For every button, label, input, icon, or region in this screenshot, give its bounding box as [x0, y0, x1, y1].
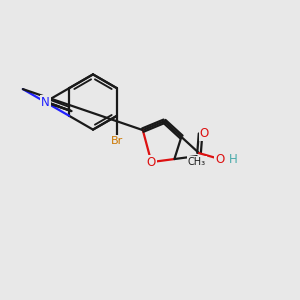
Text: H: H: [229, 153, 238, 166]
Text: O: O: [147, 156, 156, 169]
Text: O: O: [200, 127, 209, 140]
Text: Br: Br: [111, 136, 123, 146]
Text: CH₃: CH₃: [188, 157, 206, 166]
Text: O: O: [215, 153, 225, 166]
Text: N: N: [41, 96, 50, 109]
